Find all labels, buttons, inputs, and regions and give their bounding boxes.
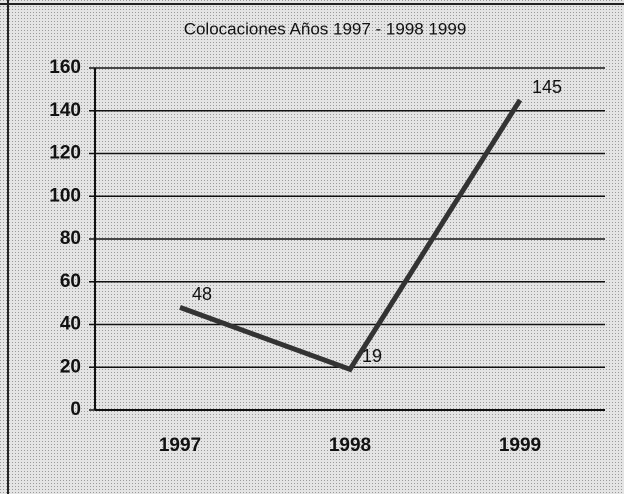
y-tick-label: 120 xyxy=(49,143,81,164)
data-label: 48 xyxy=(192,284,212,304)
y-tick-label: 20 xyxy=(60,356,81,377)
data-label: 145 xyxy=(532,77,562,97)
y-tick-label: 0 xyxy=(70,399,81,420)
y-tick-label: 40 xyxy=(60,314,81,335)
y-tick-label: 140 xyxy=(49,100,81,121)
y-tick-label: 80 xyxy=(60,228,81,249)
y-tick-label: 60 xyxy=(60,271,81,292)
y-tick-label: 160 xyxy=(49,57,81,78)
data-label: 19 xyxy=(362,346,382,366)
y-tick-label: 100 xyxy=(49,185,81,206)
chart-title: Colocaciones Años 1997 - 1998 1999 xyxy=(184,19,467,38)
background xyxy=(0,0,624,494)
x-tick-label: 1999 xyxy=(499,435,541,456)
chart: Colocaciones Años 1997 - 1998 1999 0 20 40… xyxy=(0,0,624,494)
x-tick-label: 1998 xyxy=(329,435,371,456)
x-tick-label: 1997 xyxy=(159,435,201,456)
